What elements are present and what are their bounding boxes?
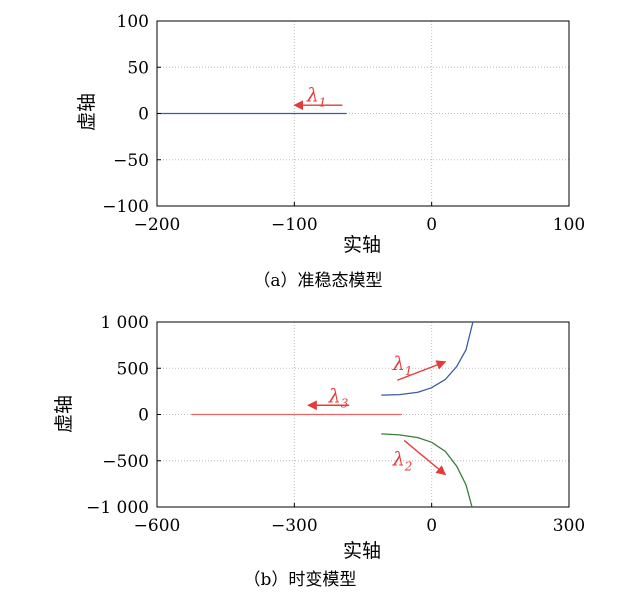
panel-b-series-1	[381, 433, 473, 508]
panel-b-x-tick-label-2: 0	[426, 516, 437, 536]
panel-a-annotation-symbol-0: λ	[306, 84, 319, 106]
panel-b-y-axis-label: 虚轴	[53, 395, 75, 433]
panel-b-x-tick-label-1: −300	[271, 516, 318, 536]
panel-b-x-axis-label: 实轴	[343, 540, 381, 562]
panel-a-x-tick-label-3: 100	[553, 215, 585, 235]
panel-b-annotation-symbol-1: λ	[328, 385, 341, 407]
panel-a-annotation-subscript-0: 1	[319, 95, 327, 109]
panel-a-annotation-label-0: λ1	[306, 84, 327, 109]
panel-b-y-tick-label-1: 500	[117, 359, 149, 379]
panel-b-grid	[157, 322, 569, 507]
panel-b-y-tick-label-4: −1 000	[86, 498, 149, 518]
panel-b-series-0	[381, 321, 474, 396]
panel-b-x-tick-label-3: 300	[553, 516, 585, 536]
panel-b-annotation-subscript-0: 1	[405, 364, 413, 378]
panel-b-annotation-subscript-2: 2	[404, 459, 413, 473]
panel-a-y-tick-label-0: 100	[117, 12, 149, 32]
panel-b-y-tick-label-3: −500	[102, 452, 149, 472]
panel-b-x-ticks: −600 −300 0 300	[134, 503, 585, 536]
panel-a-y-tick-label-4: −100	[102, 197, 149, 217]
panel-b-y-tick-label-2: 0	[138, 406, 149, 426]
panel-a-caption: （a）准稳态模型	[253, 271, 382, 291]
panel-a-x-tick-label-1: −100	[271, 215, 318, 235]
panel-b-y-tick-label-0: 1 000	[100, 313, 149, 333]
panel-b-annotation-arrow-0	[397, 360, 447, 381]
panel-a-x-tick-label-0: −200	[134, 215, 181, 235]
panel-a-grid	[157, 21, 569, 206]
panel-b-annotation-label-0: λ1	[392, 353, 413, 378]
panel-a-y-tick-label-1: 50	[127, 58, 149, 78]
panel-a-y-tick-label-3: −50	[113, 151, 149, 171]
panel-b-annotation-label-2: λ2	[392, 448, 413, 473]
panel-a-y-axis-label: 虚轴	[76, 93, 98, 131]
panel-a-x-tick-label-2: 0	[426, 215, 437, 235]
panel-a-y-ticks: 100 50 0 −50 −100	[102, 12, 161, 217]
panel-a-x-axis-label: 实轴	[343, 234, 381, 256]
panel-b-annotation-arrow-2	[403, 439, 447, 476]
panel-a-x-ticks: −200 −100 0 100	[134, 202, 585, 235]
panel-b-caption: （b）时变模型	[244, 570, 357, 590]
panel-b-annotation-symbol-0: λ	[392, 353, 405, 375]
panel-b-annotation-label-1: λ3	[328, 385, 349, 410]
panel-b-x-tick-label-0: −600	[134, 516, 181, 536]
panel-b-annotation-subscript-1: 3	[341, 396, 349, 410]
panel-a-annotations: λ1	[293, 84, 343, 111]
panel-b-annotation-symbol-2: λ	[392, 448, 405, 470]
panel-a-y-tick-label-2: 0	[138, 105, 149, 125]
panel-b-series	[191, 321, 474, 508]
panel-b-y-ticks: 1 000 500 0 −500 −1 000	[86, 313, 161, 518]
